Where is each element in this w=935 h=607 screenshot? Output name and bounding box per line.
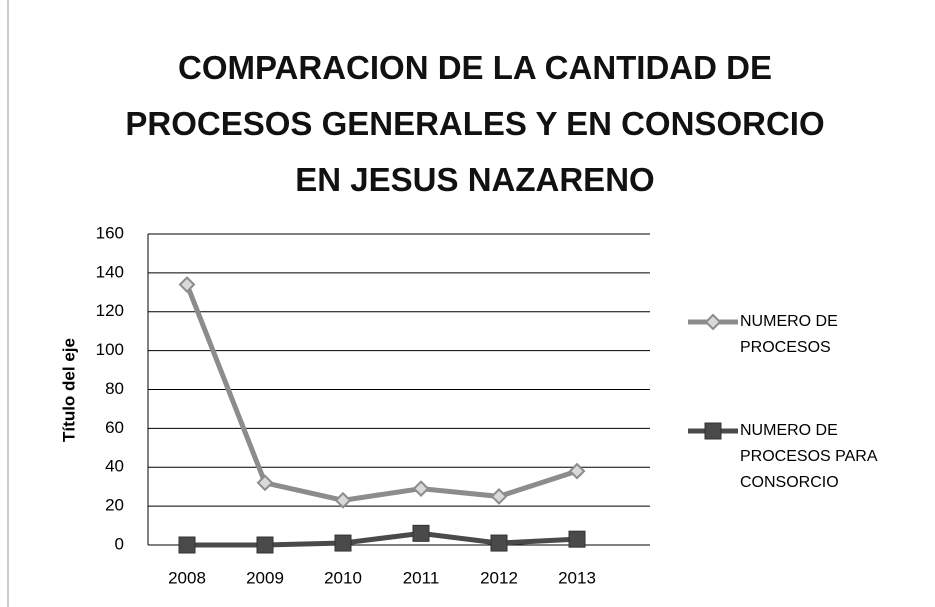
y-tick-label: 140 bbox=[96, 262, 124, 281]
y-tick-label: 20 bbox=[105, 496, 124, 515]
marker bbox=[334, 491, 352, 509]
y-tick-label: 0 bbox=[115, 534, 124, 553]
y-tick-label: 80 bbox=[105, 379, 124, 398]
y-tick-label: 100 bbox=[96, 340, 124, 359]
x-tick-label: 2011 bbox=[403, 568, 440, 587]
y-tick-label: 60 bbox=[105, 418, 124, 437]
y-tick-label: 120 bbox=[96, 301, 124, 320]
marker bbox=[490, 487, 508, 505]
x-tick-label: 2010 bbox=[324, 568, 362, 587]
marker bbox=[178, 536, 196, 554]
marker bbox=[256, 536, 274, 554]
marker bbox=[490, 534, 508, 552]
legend-label: NUMERO DE PROCESOS bbox=[740, 313, 838, 356]
marker bbox=[568, 462, 586, 480]
series-line bbox=[184, 283, 578, 503]
y-tick-label: 40 bbox=[105, 457, 124, 476]
legend-marker bbox=[704, 313, 722, 331]
marker bbox=[256, 474, 274, 492]
legend-marker bbox=[704, 422, 722, 440]
marker bbox=[334, 534, 352, 552]
x-tick-label: 2012 bbox=[480, 568, 518, 587]
marker bbox=[568, 530, 586, 548]
marker bbox=[178, 276, 196, 293]
marker bbox=[412, 524, 430, 542]
y-tick-label: 160 bbox=[96, 223, 124, 242]
y-axis-label: Título del eje bbox=[59, 338, 78, 442]
legend-label: NUMERO DE PROCESOS PARA CONSORCIO bbox=[740, 422, 877, 491]
x-tick-label: 2008 bbox=[168, 568, 206, 587]
x-tick-label: 2013 bbox=[558, 568, 596, 587]
series-line bbox=[187, 530, 578, 548]
chart-title: COMPARACION DE LA CANTIDAD DE PROCESOS G… bbox=[125, 49, 825, 198]
x-tick-label: 2009 bbox=[246, 568, 284, 587]
marker bbox=[412, 480, 430, 498]
